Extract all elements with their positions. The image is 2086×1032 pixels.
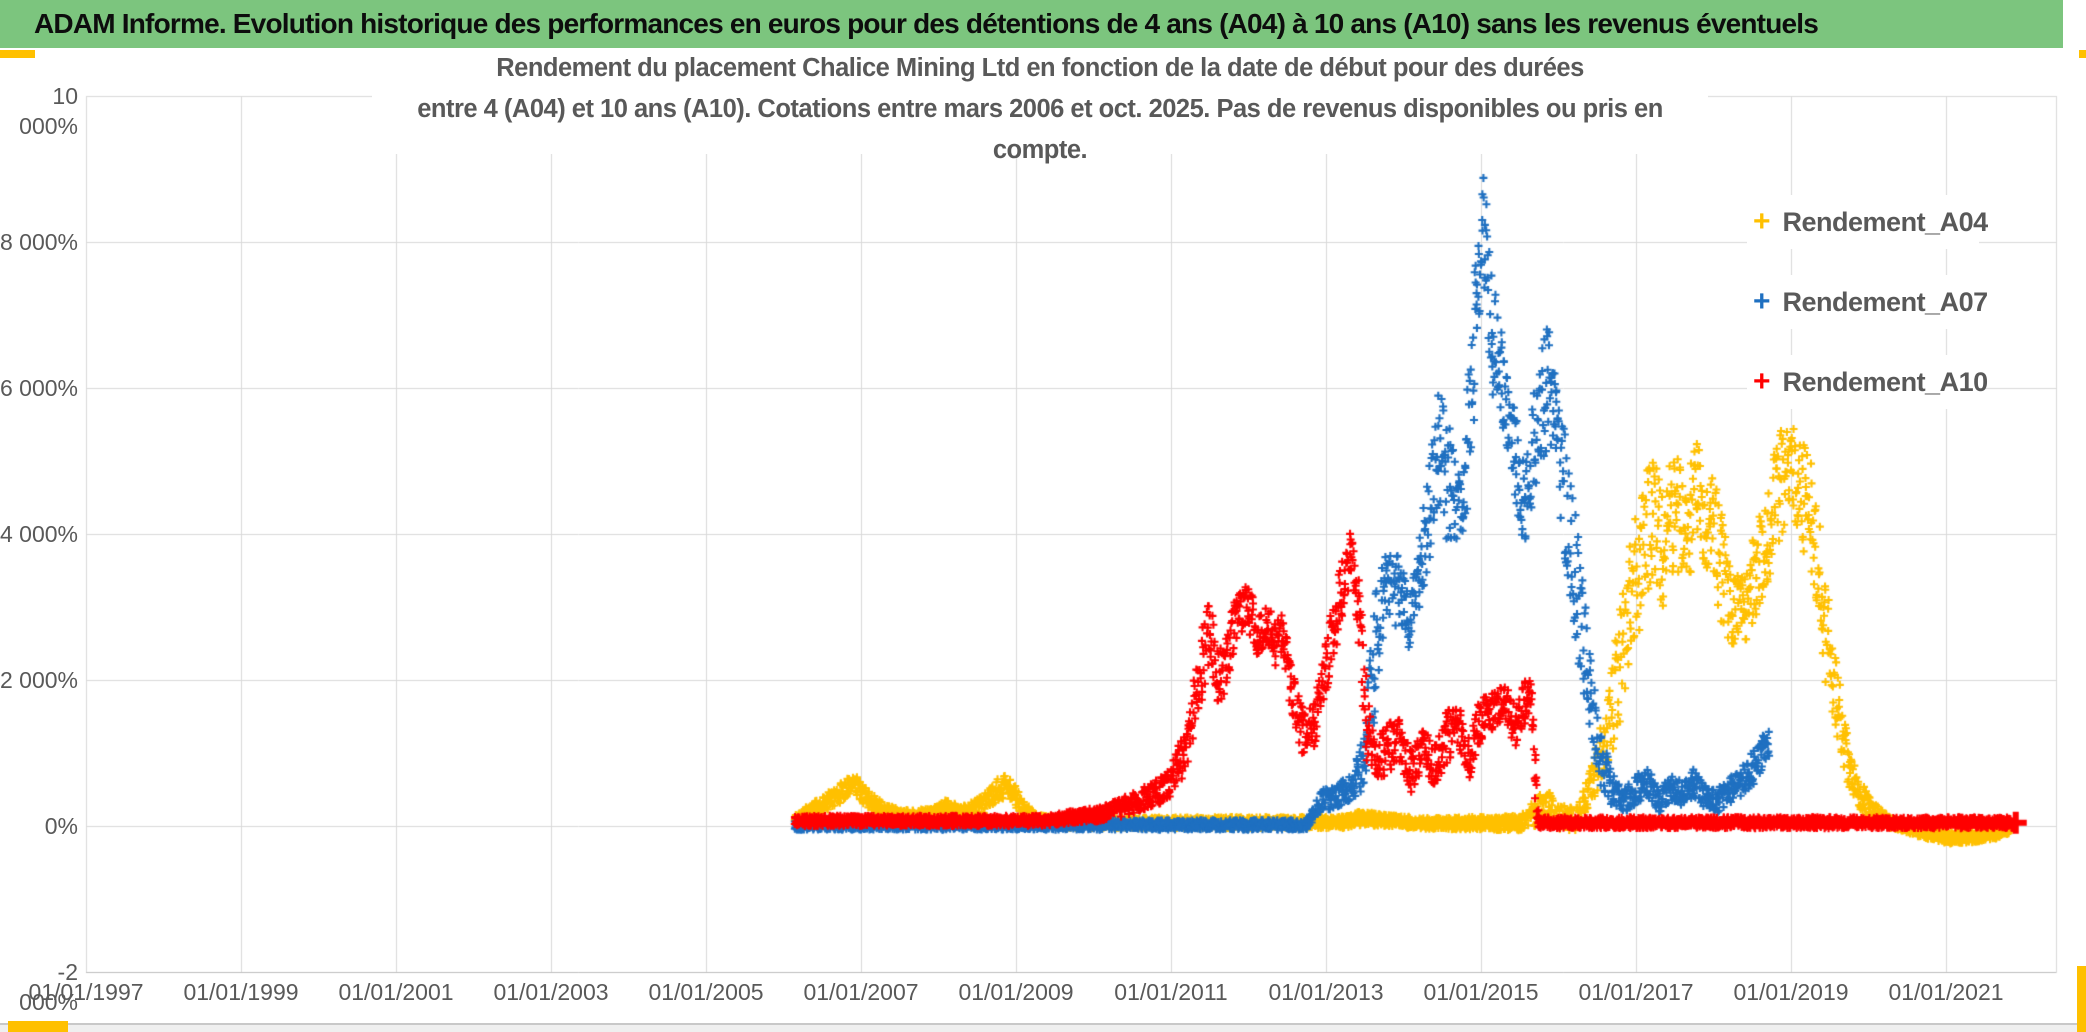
legend-label: Rendement_A07 <box>1782 286 1989 317</box>
bottom-divider-line <box>0 1023 2086 1025</box>
chart-title: Rendement du placement Chalice Mining Lt… <box>372 54 1708 164</box>
banner-title: ADAM Informe. Evolution historique des p… <box>0 0 2063 48</box>
x-tick-label: 01/01/2017 <box>1578 979 1694 1005</box>
bottom-margin <box>0 1025 2086 1032</box>
accent-bottom-left <box>8 1021 68 1032</box>
x-tick-label: 01/01/1997 <box>28 979 144 1005</box>
x-tick-label: 01/01/1999 <box>183 979 299 1005</box>
x-tick-label: 01/01/2009 <box>958 979 1074 1005</box>
accent-top-left <box>0 50 35 58</box>
legend-label: Rendement_A04 <box>1782 206 1989 237</box>
y-tick-label: 6 000% <box>0 375 79 401</box>
y-tick-label: -2 000% <box>19 959 78 1015</box>
x-tick-label: 01/01/2011 <box>1114 979 1228 1005</box>
x-tick-label: 01/01/2019 <box>1733 979 1849 1005</box>
legend-label: Rendement_A10 <box>1782 366 1989 397</box>
legend-item-a04: + Rendement_A04 <box>1747 195 1988 249</box>
accent-top-right <box>2079 50 2086 58</box>
plus-marker-icon: + <box>1753 285 1771 318</box>
x-tick-label: 01/01/2013 <box>1268 979 1384 1005</box>
chart-title-line1: Rendement du placement Chalice Mining Lt… <box>496 53 1584 82</box>
x-tick-label: 01/01/2021 <box>1888 979 2004 1005</box>
y-tick-label: 0% <box>44 813 78 839</box>
y-tick-label: 8 000% <box>0 229 79 255</box>
x-tick-label: 01/01/2001 <box>338 979 454 1005</box>
x-tick-label: 01/01/2003 <box>493 979 609 1005</box>
chart-title-line2: entre 4 (A04) et 10 ans (A10). Cotations… <box>417 94 1663 164</box>
x-tick-label: 01/01/2005 <box>648 979 764 1005</box>
legend-item-a10: + Rendement_A10 <box>1747 355 1988 409</box>
plus-marker-icon: + <box>1753 365 1771 398</box>
y-tick-label: 10 000% <box>19 83 78 139</box>
x-tick-label: 01/01/2007 <box>803 979 919 1005</box>
legend-item-a07: + Rendement_A07 <box>1747 275 1988 329</box>
y-tick-label: 4 000% <box>0 521 79 547</box>
accent-bottom-right <box>2077 966 2086 1032</box>
x-tick-label: 01/01/2015 <box>1423 979 1539 1005</box>
plus-marker-icon: + <box>1753 205 1771 238</box>
y-tick-label: 2 000% <box>0 667 79 693</box>
